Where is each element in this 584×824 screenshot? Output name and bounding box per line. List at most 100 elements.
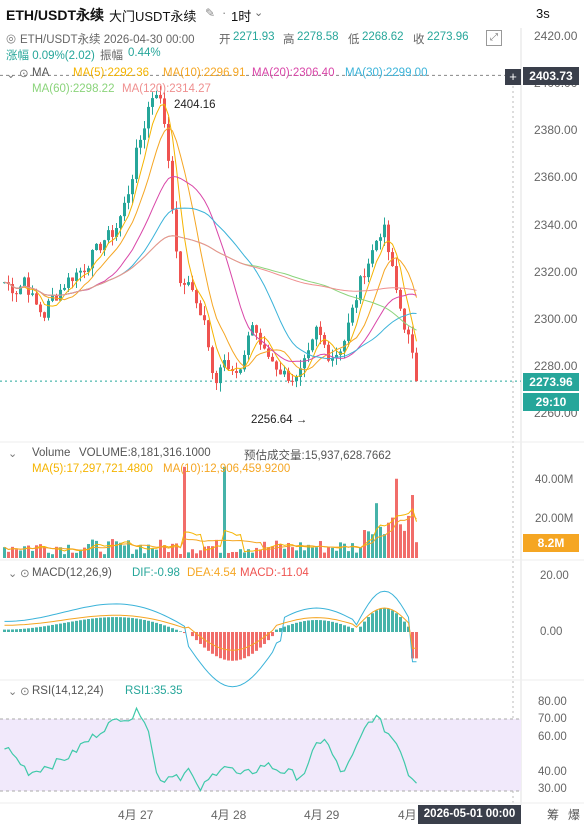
volume-ma10: MA(10):12,906,459.9200 bbox=[163, 463, 291, 475]
rsi-axis-70: 70.00 bbox=[538, 713, 567, 725]
macd-bar bbox=[331, 621, 334, 632]
candle-body bbox=[191, 282, 194, 290]
macd-bar bbox=[127, 617, 130, 632]
volume-bar bbox=[323, 552, 326, 558]
ma60-line bbox=[4, 235, 417, 331]
macd-bar bbox=[383, 608, 386, 632]
volume-bar bbox=[91, 539, 94, 558]
volume-bar bbox=[39, 544, 42, 558]
last-price-tag: 2273.96 bbox=[523, 373, 579, 391]
volume-bar bbox=[327, 546, 330, 558]
candle-body bbox=[127, 194, 130, 203]
macd-bar bbox=[251, 632, 254, 654]
macd-bar bbox=[287, 625, 290, 632]
candle-body bbox=[203, 315, 206, 321]
ma120-line bbox=[4, 235, 417, 297]
volume-collapse-icon[interactable]: ⌄ bbox=[8, 448, 18, 460]
price-tick-2320.00: 2320.00 bbox=[534, 264, 578, 279]
volume-bar bbox=[403, 530, 406, 558]
candle-body bbox=[239, 369, 242, 373]
candle-body bbox=[219, 367, 222, 384]
macd-bar bbox=[359, 626, 362, 632]
volume-bar bbox=[227, 552, 230, 558]
volume-bar bbox=[63, 554, 66, 558]
volume-bar bbox=[83, 547, 86, 558]
macd-bar bbox=[211, 632, 214, 654]
candle-body bbox=[163, 98, 166, 124]
edit-icon[interactable]: ✎ bbox=[205, 6, 216, 20]
candle-body bbox=[351, 307, 354, 323]
volume-bar bbox=[339, 542, 342, 558]
candle-body bbox=[215, 372, 218, 384]
volume-ma5: MA(5):17,297,721.4800 bbox=[32, 463, 153, 475]
candle-body bbox=[291, 380, 294, 382]
macd-bar bbox=[39, 626, 42, 632]
macd-bar bbox=[403, 621, 406, 632]
volume-bar bbox=[51, 554, 54, 558]
macd-collapse-icon[interactable]: ⌄ bbox=[8, 568, 18, 580]
refresh-interval[interactable]: 3s bbox=[536, 6, 550, 21]
macd-lock-icon[interactable]: ⊙ bbox=[20, 568, 30, 580]
volume-tag: 8.2M bbox=[523, 534, 579, 552]
volume-bar bbox=[359, 547, 362, 558]
x-current-time: 2026-05-01 00:00 bbox=[418, 805, 521, 824]
candle-body bbox=[123, 202, 126, 217]
legend-eye-icon[interactable]: ◎ bbox=[6, 33, 17, 45]
candle-body bbox=[327, 344, 330, 361]
macd-bar bbox=[303, 621, 306, 632]
rsi-collapse-icon[interactable]: ⌄ bbox=[8, 686, 18, 698]
ma-collapse-icon[interactable]: ⌄ bbox=[6, 69, 16, 81]
volume-bar bbox=[415, 542, 418, 558]
ma30-line bbox=[4, 207, 417, 360]
macd-bar bbox=[271, 632, 274, 637]
chips-button[interactable]: 筹 bbox=[547, 808, 560, 822]
rsi-lock-icon[interactable]: ⊙ bbox=[20, 686, 30, 698]
macd-bar bbox=[63, 622, 66, 632]
open-label: 开 bbox=[219, 34, 231, 46]
volume-bar bbox=[179, 553, 182, 558]
candle-body bbox=[167, 123, 170, 161]
macd-dif-line bbox=[4, 590, 417, 688]
macd-axis-0: 0.00 bbox=[540, 626, 563, 638]
volume-bar bbox=[15, 549, 18, 558]
macd-bar bbox=[299, 621, 302, 632]
candle-body bbox=[407, 329, 410, 335]
macd-bar bbox=[35, 627, 38, 632]
price-tick-2420.00: 2420.00 bbox=[534, 29, 578, 43]
macd-bar bbox=[407, 626, 410, 632]
candle-body bbox=[99, 243, 102, 251]
liquidation-button[interactable]: 爆 bbox=[568, 808, 581, 822]
macd-bar bbox=[11, 629, 14, 632]
macd-bar bbox=[339, 623, 342, 632]
candle-body bbox=[283, 370, 286, 375]
volume-bar bbox=[119, 542, 122, 558]
lock-icon[interactable]: ⊙ bbox=[19, 68, 29, 80]
volume-bar bbox=[275, 540, 278, 558]
timeframe-select[interactable]: 1时 bbox=[231, 9, 252, 24]
chevron-down-icon[interactable]: ⌄ bbox=[254, 7, 264, 19]
symbol-title[interactable]: ETH/USDT永续 bbox=[6, 7, 104, 23]
macd-bar bbox=[327, 621, 330, 632]
macd-bar bbox=[87, 619, 90, 632]
low-value: 2268.62 bbox=[362, 31, 404, 43]
volume-bar bbox=[127, 540, 130, 558]
open-value: 2271.93 bbox=[233, 31, 275, 43]
volume-bar bbox=[87, 544, 90, 558]
x-label-3: 4月 bbox=[398, 808, 417, 822]
macd-bar bbox=[55, 624, 58, 632]
candle-body bbox=[115, 228, 118, 237]
add-icon[interactable]: + bbox=[505, 69, 521, 85]
ohlc-date: ETH/USDT永续 2026-04-30 00:00 bbox=[20, 34, 195, 46]
rsi-axis-30: 30.00 bbox=[538, 783, 567, 795]
candle-body bbox=[251, 325, 254, 336]
volume-bar bbox=[247, 549, 250, 558]
macd-bar bbox=[387, 608, 390, 632]
volume-bar bbox=[283, 548, 286, 558]
volume-bar bbox=[139, 544, 142, 558]
fullscreen-icon[interactable]: ⤢ bbox=[486, 30, 502, 46]
candle-body bbox=[31, 293, 34, 295]
macd-bar bbox=[319, 620, 322, 632]
macd-histogram bbox=[3, 590, 418, 688]
macd-bar bbox=[223, 632, 226, 660]
